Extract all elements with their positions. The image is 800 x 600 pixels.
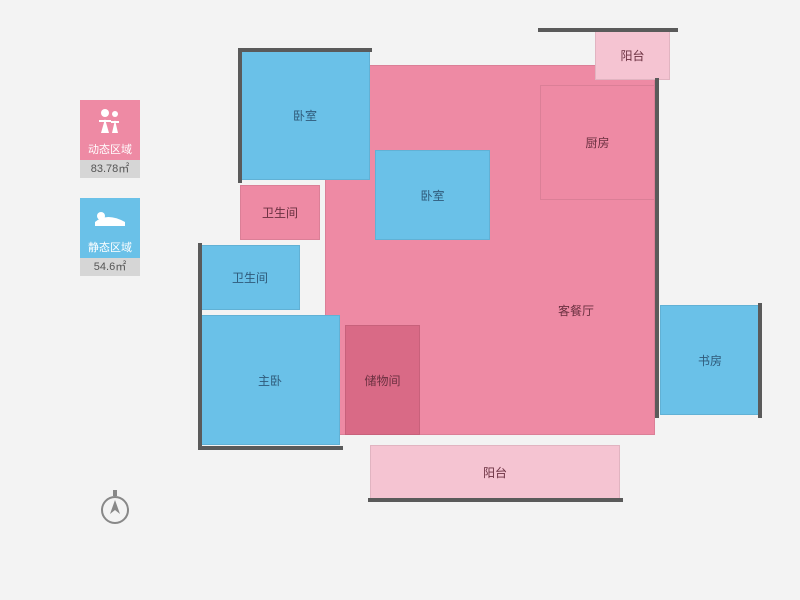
legend-static-label: 静态区域: [80, 238, 140, 258]
wall: [198, 446, 343, 450]
room-label: 客餐厅: [558, 302, 594, 319]
room-label: 卫生间: [262, 204, 298, 221]
legend-dynamic-value: 83.78㎡: [80, 160, 140, 178]
room-study: 书房: [660, 305, 760, 415]
legend-dynamic-label: 动态区域: [80, 140, 140, 160]
room-label: 卫生间: [232, 269, 268, 286]
room-bath1: 卫生间: [240, 185, 320, 240]
room-label: 卧室: [420, 187, 444, 204]
legend-dynamic: 动态区域 83.78㎡: [80, 100, 140, 178]
legend: 动态区域 83.78㎡ 静态区域 54.6㎡: [80, 100, 140, 296]
wall: [538, 28, 678, 32]
room-label: 阳台: [483, 464, 507, 481]
floorplan: 客餐厅卧室卫生间卫生间主卧储物间卧室厨房阳台书房阳台: [200, 30, 760, 570]
room-bedroom2: 卧室: [375, 150, 490, 240]
room-label: 主卧: [258, 372, 282, 389]
compass-icon: [100, 490, 130, 531]
room-label: 储物间: [364, 372, 400, 389]
people-icon: [80, 100, 140, 140]
room-storage: 储物间: [345, 325, 420, 435]
wall: [198, 243, 202, 448]
legend-static: 静态区域 54.6㎡: [80, 198, 140, 276]
wall: [238, 48, 372, 52]
room-balcony2: 阳台: [370, 445, 620, 500]
room-label: 厨房: [585, 134, 609, 151]
wall: [655, 78, 659, 418]
wall: [758, 303, 762, 418]
room-bath2: 卫生间: [200, 245, 300, 310]
legend-static-value: 54.6㎡: [80, 258, 140, 276]
room-master: 主卧: [200, 315, 340, 445]
room-bedroom1: 卧室: [240, 50, 370, 180]
sleep-icon: [80, 198, 140, 238]
wall: [238, 48, 242, 183]
room-label: 卧室: [293, 107, 317, 124]
room-kitchen: 厨房: [540, 85, 655, 200]
room-label: 阳台: [620, 47, 644, 64]
room-balcony1: 阳台: [595, 30, 670, 80]
room-label: 书房: [698, 352, 722, 369]
wall: [368, 498, 623, 502]
